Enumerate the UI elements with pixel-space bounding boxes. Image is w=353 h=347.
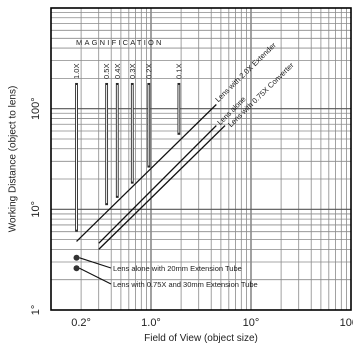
- grid: [51, 8, 351, 310]
- magnification-tick-label: 0.4X: [113, 64, 122, 79]
- x-axis-title: Field of View (object size): [144, 333, 258, 344]
- point-label: Lens with 0.75X and 30mm Extension Tube: [113, 280, 258, 289]
- magnification-tick-label: 0.1X: [174, 64, 183, 79]
- y-tick-label: 10°: [30, 201, 42, 218]
- magnification-label: MAGNIFICATION: [76, 38, 164, 47]
- x-tick-label: 1.0°: [141, 317, 161, 329]
- point-leader-line: [79, 257, 112, 269]
- point-label: Lens alone with 20mm Extension Tube: [113, 264, 242, 273]
- magnification-tick-label: 1.0X: [72, 64, 81, 79]
- magnification-bar-highlight: [131, 84, 133, 182]
- magnification-bar-highlight: [76, 84, 78, 230]
- y-tick-label: 1°: [30, 305, 42, 316]
- y-axis-title: Working Distance (object to lens): [8, 86, 19, 233]
- series-line: [76, 104, 217, 242]
- magnification-bar-highlight: [178, 84, 180, 133]
- point-marker: [73, 265, 80, 272]
- series-line: [98, 125, 217, 244]
- magnification-tick-label: 0.2X: [144, 64, 153, 79]
- magnification-tick-label: 0.3X: [128, 64, 137, 79]
- magnification-bar-highlight: [148, 84, 150, 166]
- point-marker: [73, 254, 80, 261]
- magnification-bar-highlight: [116, 84, 118, 196]
- series-line: [98, 125, 226, 250]
- y-tick-label: 100°: [30, 97, 42, 120]
- point-leader-line: [79, 267, 112, 285]
- x-tick-label: 0.2°: [71, 317, 91, 329]
- plot-frame: [50, 7, 352, 311]
- series-label: Lens with 2.0X Extender: [213, 40, 278, 104]
- x-tick-label: 100°: [340, 317, 353, 329]
- magnification-bar-highlight: [106, 84, 108, 204]
- magnification-tick-label: 0.5X: [102, 64, 111, 79]
- tick-labels: 0.2° 1.0° 10° 100° 1° 10° 100°: [30, 97, 353, 329]
- chart-marks: 1.0X 0.5X 0.4X 0.3X 0.2X 0.1X Lens with 2.0X E…: [72, 40, 296, 289]
- x-tick-label: 10°: [243, 317, 260, 329]
